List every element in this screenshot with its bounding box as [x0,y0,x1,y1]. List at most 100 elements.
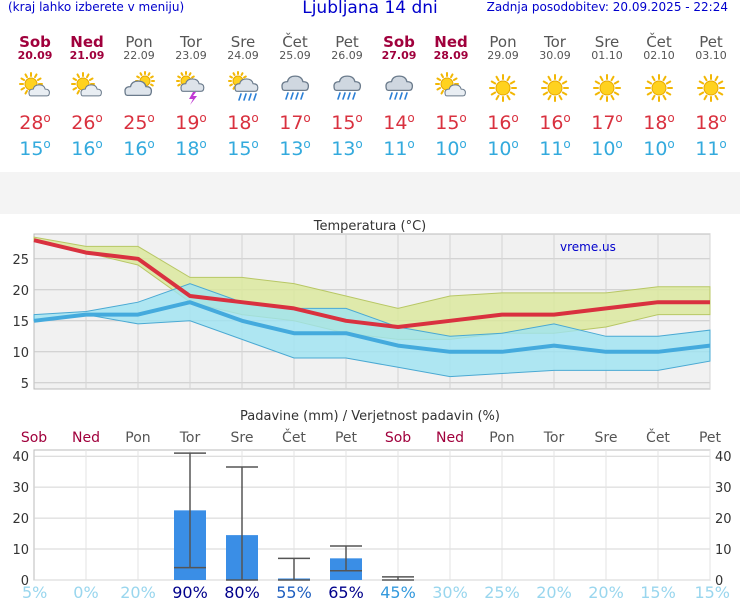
day-date: 29.09 [487,49,519,62]
temperature-tick-label: 5 [21,377,29,392]
precipitation-probability: 20% [120,583,156,600]
max-temperature: 15o [331,111,363,134]
max-temperature-value: 19 [175,112,200,134]
precipitation-probability: 65% [328,583,364,600]
day-name: Pon [489,33,517,51]
day-date: 02.10 [643,49,675,62]
precipitation-day-label: Pet [335,430,358,446]
day-name: Čet [646,33,672,51]
day-column: Pet 26.09 15o 13o [321,34,373,164]
rain-cloud-icon [269,70,321,106]
precipitation-probability: 5% [22,583,47,600]
precipitation-tick-label-left: 40 [12,450,29,465]
sun-icon [529,70,581,106]
precipitation-plot-area [33,449,711,581]
day-column: Sob 20.09 28o 15o [9,34,61,164]
day-column: Tor 30.09 16o 11o [529,34,581,164]
day-column: Sre 01.10 17o 10o [581,34,633,164]
max-temperature-value: 16 [539,112,564,134]
temperature-tick-label: 10 [12,346,29,361]
day-column: Pon 29.09 16o 10o [477,34,529,164]
day-date: 22.09 [123,49,155,62]
day-column: Ned 21.09 26o 16o [61,34,113,164]
max-temperature: 14o [383,111,415,134]
precipitation-chart-title: Padavine (mm) / Verjetnost padavin (%) [240,409,500,424]
page-title: Ljubljana 14 dni [302,0,438,18]
day-date: 21.09 [69,49,105,62]
day-column: Sob 27.09 14o 11o [373,34,425,164]
temperature-tick-label: 25 [12,253,29,268]
max-temperature: 19o [175,111,207,134]
day-name: Pet [335,33,359,51]
forecast-charts: Temperatura (°C) 5 10 15 20 25 vreme.us Padavin… [12,219,732,600]
max-temperature-value: 28 [19,112,44,134]
max-temperature-value: 18 [227,112,252,134]
precipitation-tick-label-right: 30 [715,481,732,496]
min-temperature: 13o [331,137,363,160]
precipitation-tick-label-left: 10 [12,543,29,558]
max-temperature: 18o [643,111,675,134]
min-temperature: 16o [123,137,155,160]
min-temperature: 10o [487,137,519,160]
day-date: 26.09 [331,49,363,62]
precipitation-day-label: Pet [699,430,722,446]
day-name: Sob [19,33,51,51]
max-temperature-line [33,238,710,329]
precipitation-day-label: Tor [179,430,201,446]
precipitation-probability: 90% [172,583,208,600]
partly-sunny-icon [425,70,477,106]
min-temperature: 10o [591,137,623,160]
precipitation-day-label: Ned [72,430,100,446]
precipitation-day-label: Sre [595,430,618,446]
temperature-tick-label: 15 [12,315,29,330]
partly-sunny-icon [9,70,61,106]
precipitation-day-label: Sob [385,430,411,446]
max-temperature: 15o [435,111,467,134]
min-temperature: 11o [695,137,727,160]
day-date: 27.09 [381,49,417,62]
precipitation-day-label: Sob [21,430,47,446]
day-column: Čet 25.09 17o 13o [269,34,321,164]
max-temperature-value: 18 [695,112,720,134]
rain-cloud-icon [321,70,373,106]
day-column: Pet 03.10 18o 11o [685,34,737,164]
daily-forecast-strip: Sob 20.09 28o 15o Ned 21.09 26o 16o Pon 22.09 25o 1… [9,34,737,174]
min-temperature: 15o [19,137,51,160]
min-temperature-value: 10 [643,138,668,160]
max-temperature: 18o [695,111,727,134]
section-divider [0,172,740,214]
min-temperature-value: 18 [175,138,200,160]
precipitation-day-label: Ned [436,430,464,446]
day-date: 30.09 [539,49,571,62]
min-temperature-value: 13 [331,138,356,160]
precipitation-probability: 55% [276,583,312,600]
min-temperature-value: 10 [591,138,616,160]
day-name: Pon [125,33,153,51]
day-name: Sob [383,33,415,51]
day-name: Čet [282,33,308,51]
precipitation-probability: 25% [484,583,520,600]
max-temperature-value: 17 [591,112,616,134]
max-temperature-value: 25 [123,112,148,134]
max-temperature: 28o [19,111,51,134]
day-column: Sre 24.09 18o 15o [217,34,269,164]
day-date: 01.10 [591,49,623,62]
header: (kraj lahko izberete v meniju) Ljubljana… [0,0,740,22]
temperature-chart-title: Temperatura (°C) [313,219,426,234]
min-temperature: 11o [383,137,415,160]
max-temperature-value: 17 [279,112,304,134]
min-temperature-line [33,300,711,354]
location-menu-hint[interactable]: (kraj lahko izberete v meniju) [8,0,185,14]
min-temperature: 11o [539,137,571,160]
day-name: Sre [594,33,620,51]
sun-rain-icon [217,70,269,106]
day-date: 24.09 [227,49,259,62]
thunderstorm-icon [165,70,217,106]
partly-sunny-icon [61,70,113,106]
min-temperature-value: 16 [71,138,96,160]
max-temperature-value: 15 [435,112,460,134]
day-column: Tor 23.09 19o 18o [165,34,217,164]
precipitation-day-label: Sre [231,430,254,446]
min-temperature-value: 15 [227,138,252,160]
precipitation-tick-label-left: 20 [12,512,29,527]
